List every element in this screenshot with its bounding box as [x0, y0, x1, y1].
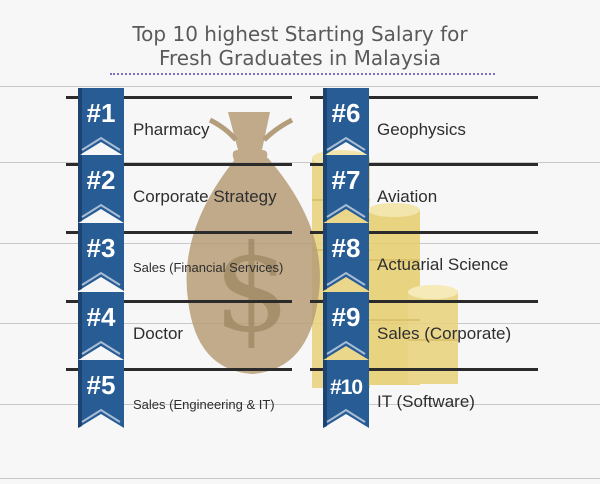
rank-label: Aviation	[377, 187, 438, 206]
row-rule	[310, 368, 538, 371]
rank-ribbon: #4	[78, 292, 124, 360]
rank-label: IT (Software)	[377, 392, 475, 411]
rank-number: #9	[331, 302, 361, 332]
rank-number: #10	[329, 376, 363, 399]
rank-ribbon: #10	[323, 360, 369, 428]
ribbon-shape	[78, 155, 124, 223]
rank-number: #2	[86, 165, 116, 195]
rank-label: Sales (Engineering & IT)	[133, 397, 275, 412]
rank-number: #5	[86, 370, 116, 400]
paper-line	[0, 162, 600, 163]
rank-ribbon: #2	[78, 155, 124, 223]
row-rule	[66, 96, 292, 99]
rank-ribbon: #8	[323, 223, 369, 291]
title-line-1: Top 10 highest Starting Salary for	[132, 22, 468, 46]
paper-line	[0, 404, 600, 405]
row-rule	[310, 300, 538, 303]
ribbon-shape	[323, 155, 369, 223]
row-rule	[310, 96, 538, 99]
rank-number: #4	[86, 302, 116, 332]
ribbon-shape	[323, 292, 369, 360]
rank-number: #7	[331, 165, 361, 195]
rank-ribbon: #5	[78, 360, 124, 428]
title-line-2: Fresh Graduates in Malaysia	[158, 46, 442, 70]
rank-label: Sales (Corporate)	[377, 324, 512, 343]
row-rule	[66, 300, 292, 303]
svg-text:$: $	[214, 220, 290, 359]
title-underline	[110, 73, 495, 75]
row-rule	[66, 368, 292, 371]
rank-label: Pharmacy	[133, 120, 210, 139]
rank-number: #6	[331, 98, 361, 128]
rank-number: #8	[331, 233, 361, 263]
ribbon-shape	[78, 88, 124, 156]
dollar-sign-icon: $	[214, 220, 290, 359]
ribbon-shape	[323, 88, 369, 156]
paper-line	[0, 478, 600, 479]
rank-ribbon: #7	[323, 155, 369, 223]
row-rule	[66, 163, 292, 166]
rank-label: Corporate Strategy	[133, 187, 277, 206]
money-bag-icon	[186, 112, 320, 374]
ribbon-shape	[323, 360, 369, 428]
row-rule	[310, 163, 538, 166]
rank-label: Sales (Financial Services)	[133, 260, 284, 275]
ribbon-shape	[78, 292, 124, 360]
rank-number: #3	[86, 233, 116, 263]
rank-ribbon: #3	[78, 223, 124, 291]
rank-label: Actuarial Science	[377, 255, 509, 274]
row-rule	[310, 231, 538, 234]
ribbon-shape	[78, 223, 124, 291]
row-rule	[66, 231, 292, 234]
rank-ribbon: #9	[323, 292, 369, 360]
rank-ribbon: #1	[78, 88, 124, 156]
paper-line	[0, 86, 600, 87]
page-title: Top 10 highest Starting Salary for Fresh…	[0, 22, 600, 70]
rank-label: Geophysics	[377, 120, 466, 139]
rank-ribbon: #6	[323, 88, 369, 156]
rank-label: Doctor	[133, 324, 184, 343]
rank-number: #1	[86, 98, 116, 128]
ribbon-shape	[323, 223, 369, 291]
ribbon-shape	[78, 360, 124, 428]
